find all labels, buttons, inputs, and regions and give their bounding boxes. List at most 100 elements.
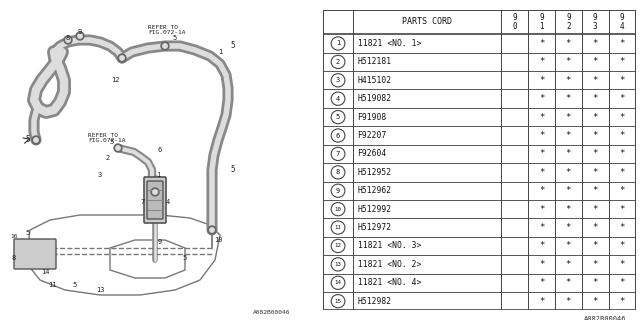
Text: 5: 5 <box>73 282 77 288</box>
Text: 4: 4 <box>166 199 170 205</box>
Text: *: * <box>566 260 571 269</box>
Text: 13: 13 <box>335 262 342 267</box>
Text: *: * <box>593 76 598 85</box>
Text: *: * <box>593 278 598 287</box>
Text: *: * <box>539 76 544 85</box>
Text: 9
2: 9 2 <box>566 12 571 31</box>
Text: *: * <box>566 113 571 122</box>
Circle shape <box>78 34 82 38</box>
Text: 6: 6 <box>158 147 162 153</box>
Text: 11821 <NO. 3>: 11821 <NO. 3> <box>358 242 421 251</box>
Text: 4: 4 <box>336 96 340 102</box>
Circle shape <box>331 203 345 216</box>
Circle shape <box>331 221 345 234</box>
Circle shape <box>210 228 214 232</box>
Text: *: * <box>566 39 571 48</box>
Text: H512982: H512982 <box>358 297 392 306</box>
Text: 9
3: 9 3 <box>593 12 598 31</box>
Text: F91908: F91908 <box>358 113 387 122</box>
Text: 8: 8 <box>12 255 16 261</box>
Text: *: * <box>566 76 571 85</box>
Text: *: * <box>620 39 625 48</box>
Circle shape <box>331 129 345 142</box>
Text: 11: 11 <box>48 282 56 288</box>
Circle shape <box>331 258 345 271</box>
Text: *: * <box>620 205 625 214</box>
Text: 9: 9 <box>78 29 82 35</box>
Text: 8: 8 <box>66 35 70 41</box>
Circle shape <box>331 184 345 197</box>
Text: *: * <box>539 113 544 122</box>
Text: *: * <box>539 186 544 195</box>
Text: H512972: H512972 <box>358 223 392 232</box>
Text: *: * <box>620 242 625 251</box>
Text: *: * <box>566 297 571 306</box>
Text: *: * <box>539 39 544 48</box>
Text: 5: 5 <box>26 230 30 236</box>
Text: *: * <box>620 94 625 103</box>
Text: *: * <box>620 131 625 140</box>
Text: F92604: F92604 <box>358 149 387 158</box>
Text: *: * <box>539 94 544 103</box>
Circle shape <box>331 110 345 124</box>
Text: *: * <box>593 260 598 269</box>
Text: *: * <box>539 278 544 287</box>
Circle shape <box>64 36 72 44</box>
Circle shape <box>66 38 70 42</box>
Text: *: * <box>593 57 598 66</box>
Text: 15: 15 <box>335 299 342 304</box>
Circle shape <box>153 190 157 194</box>
Circle shape <box>331 239 345 252</box>
Circle shape <box>331 37 345 50</box>
Text: *: * <box>620 278 625 287</box>
Text: *: * <box>593 131 598 140</box>
Text: 9: 9 <box>336 188 340 194</box>
Circle shape <box>161 42 169 50</box>
Circle shape <box>114 144 122 152</box>
Circle shape <box>331 147 345 161</box>
Text: *: * <box>539 168 544 177</box>
Text: 12: 12 <box>335 244 342 248</box>
Text: 13: 13 <box>96 287 104 293</box>
Text: F92207: F92207 <box>358 131 387 140</box>
Text: 7: 7 <box>141 199 145 205</box>
Text: *: * <box>566 131 571 140</box>
Text: 1: 1 <box>336 40 340 46</box>
Text: H415102: H415102 <box>358 76 392 85</box>
Text: *: * <box>539 149 544 158</box>
Circle shape <box>32 136 40 144</box>
Text: *: * <box>620 76 625 85</box>
Text: 9
0: 9 0 <box>513 12 517 31</box>
Text: *: * <box>620 149 625 158</box>
Text: *: * <box>593 168 598 177</box>
Text: *: * <box>620 113 625 122</box>
Text: 11821 <NO. 2>: 11821 <NO. 2> <box>358 260 421 269</box>
Text: *: * <box>539 260 544 269</box>
Circle shape <box>34 138 38 142</box>
Text: 10: 10 <box>214 237 222 243</box>
Text: *: * <box>620 260 625 269</box>
Text: 14: 14 <box>335 280 342 285</box>
Text: *: * <box>566 223 571 232</box>
Text: *: * <box>593 223 598 232</box>
Text: H512962: H512962 <box>358 186 392 195</box>
Text: 5: 5 <box>230 42 236 51</box>
Text: *: * <box>620 57 625 66</box>
Circle shape <box>116 146 120 150</box>
Text: *: * <box>593 39 598 48</box>
Text: A082B00046: A082B00046 <box>253 309 290 315</box>
Text: *: * <box>620 186 625 195</box>
Text: 5: 5 <box>183 255 187 261</box>
Text: 9
4: 9 4 <box>620 12 625 31</box>
Text: *: * <box>566 57 571 66</box>
Text: *: * <box>593 149 598 158</box>
Text: *: * <box>566 186 571 195</box>
Text: *: * <box>593 186 598 195</box>
Text: 1: 1 <box>156 172 160 178</box>
Text: *: * <box>593 297 598 306</box>
Circle shape <box>331 276 345 289</box>
Text: 2: 2 <box>106 155 110 161</box>
Text: 2: 2 <box>336 59 340 65</box>
Text: *: * <box>539 297 544 306</box>
Text: 16: 16 <box>10 234 18 238</box>
